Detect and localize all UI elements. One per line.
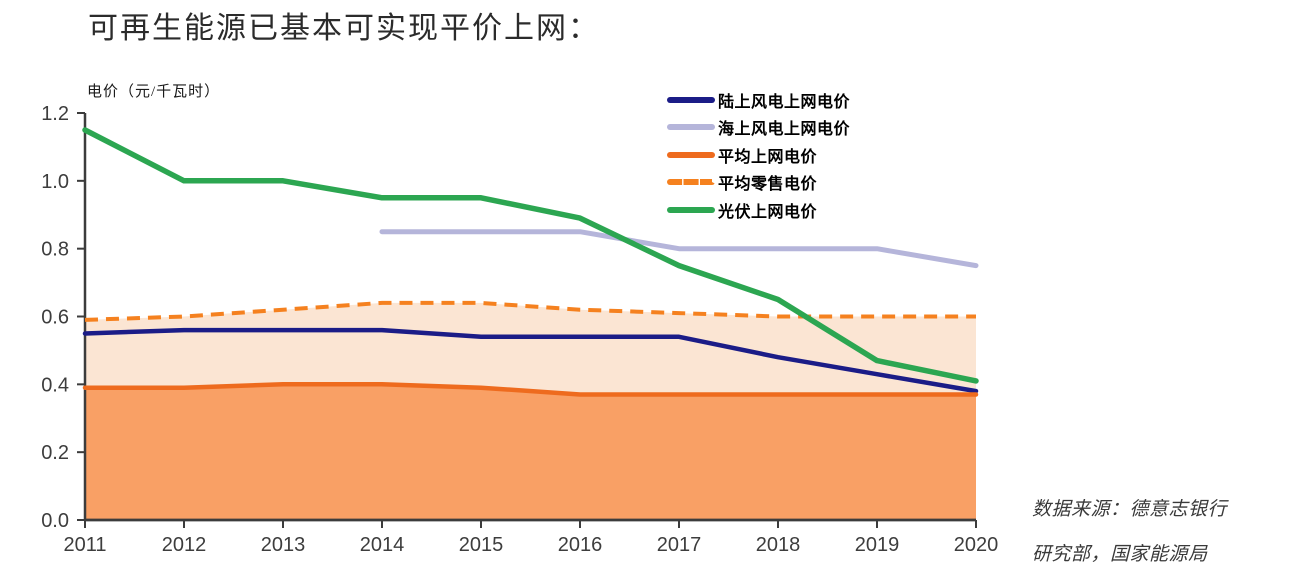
data-source-line2: 研究部，国家能源局 — [1032, 544, 1208, 565]
data-source-note: 数据来源：德意志银行 研究部，国家能源局 — [1032, 487, 1298, 577]
svg-text:2011: 2011 — [63, 534, 106, 556]
offshore-wind-line-swatch — [667, 124, 715, 131]
chart-legend: 陆上风电上网电价 海上风电上网电价 平均上网电价 平均零售电价 光伏上网电价 — [667, 86, 850, 224]
avg-retail-dashed-line-swatch — [667, 179, 715, 186]
svg-text:0.4: 0.4 — [41, 374, 69, 396]
page-title: 可再生能源已基本可实现平价上网： — [88, 12, 600, 45]
svg-text:2019: 2019 — [855, 534, 900, 556]
legend-item-solar-pv: 光伏上网电价 — [667, 196, 850, 224]
svg-text:0.6: 0.6 — [41, 307, 69, 329]
svg-text:2013: 2013 — [261, 534, 306, 556]
legend-item-offshore-wind: 海上风电上网电价 — [667, 114, 850, 142]
svg-text:2016: 2016 — [558, 534, 603, 556]
svg-text:2020: 2020 — [954, 534, 999, 556]
y-axis-title: 电价（元/千瓦时） — [87, 84, 221, 100]
solar-pv-line-swatch — [667, 206, 715, 213]
svg-text:0.8: 0.8 — [41, 239, 69, 261]
avg-ongrid-line-swatch — [667, 151, 715, 158]
legend-item-onshore-wind: 陆上风电上网电价 — [667, 86, 850, 114]
data-source-line1: 数据来源：德意志银行 — [1032, 499, 1228, 520]
onshore-wind-line-swatch — [667, 96, 715, 103]
legend-item-avg-retail: 平均零售电价 — [667, 169, 850, 197]
legend-label: 海上风电上网电价 — [718, 121, 851, 139]
legend-label: 光伏上网电价 — [718, 203, 818, 221]
legend-item-avg-ongrid: 平均上网电价 — [667, 141, 850, 169]
svg-text:1.2: 1.2 — [41, 103, 69, 125]
legend-label: 平均上网电价 — [718, 148, 818, 166]
svg-text:1.0: 1.0 — [41, 171, 69, 193]
svg-text:0.2: 0.2 — [41, 442, 69, 464]
svg-text:0.0: 0.0 — [41, 510, 69, 532]
svg-text:2014: 2014 — [360, 534, 405, 556]
svg-text:2018: 2018 — [756, 534, 801, 556]
svg-text:2017: 2017 — [657, 534, 702, 556]
svg-text:2012: 2012 — [162, 534, 207, 556]
svg-text:2015: 2015 — [459, 534, 504, 556]
legend-label: 平均零售电价 — [718, 176, 818, 194]
legend-label: 陆上风电上网电价 — [718, 93, 851, 111]
